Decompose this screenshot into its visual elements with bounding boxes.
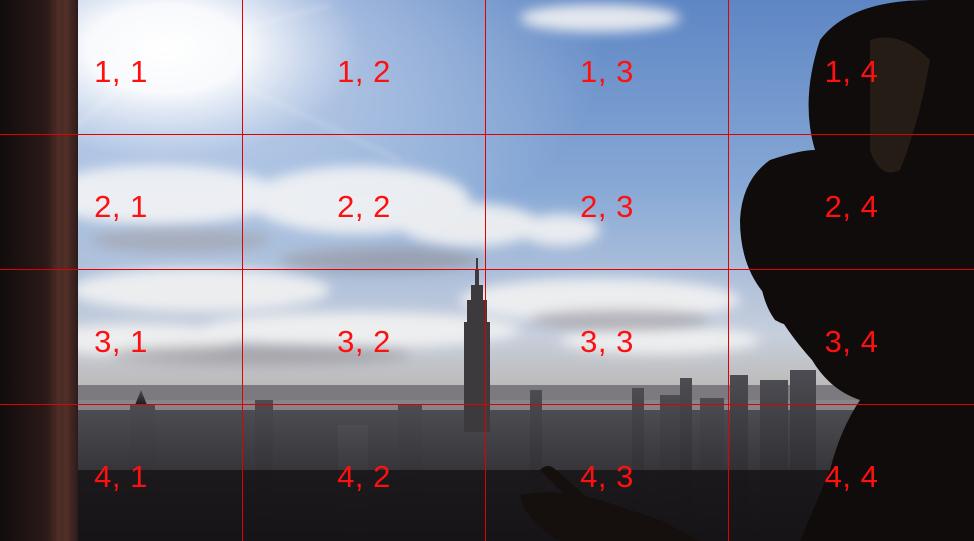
grid-cell-label: 2, 1 [94,189,148,224]
grid-cell-label: 3, 1 [94,324,148,359]
grid-cell-4-3: 4, 3 [486,405,729,541]
grid-cell-3-2: 3, 2 [243,270,486,405]
grid-cell-label: 2, 3 [580,189,634,224]
grid-cell-label: 4, 1 [94,459,148,494]
grid-cell-4-2: 4, 2 [243,405,486,541]
grid-cell-label: 1, 3 [580,54,634,89]
grid-cell-2-1: 2, 1 [0,135,243,270]
grid-cell-1-3: 1, 3 [486,0,729,135]
grid-cell-3-4: 3, 4 [729,270,974,405]
grid-cell-label: 4, 2 [337,459,391,494]
grid-cell-4-1: 4, 1 [0,405,243,541]
grid-cell-3-1: 3, 1 [0,270,243,405]
grid-cell-2-4: 2, 4 [729,135,974,270]
grid-cell-1-4: 1, 4 [729,0,974,135]
grid-cell-label: 2, 4 [824,189,879,224]
grid-cell-label: 4, 3 [580,459,634,494]
grid-cell-label: 3, 3 [580,324,634,359]
grid-cell-4-4: 4, 4 [729,405,974,541]
grid-cell-label: 1, 2 [337,54,391,89]
grid-cell-label: 2, 2 [337,189,391,224]
grid-cell-label: 1, 1 [94,54,148,89]
grid-cell-label: 1, 4 [824,54,879,89]
grid-cell-2-3: 2, 3 [486,135,729,270]
grid-cell-label: 3, 2 [337,324,391,359]
grid-cell-1-2: 1, 2 [243,0,486,135]
grid-cell-2-2: 2, 2 [243,135,486,270]
grid-cell-3-3: 3, 3 [486,270,729,405]
grid-cell-1-1: 1, 1 [0,0,243,135]
grid-cell-label: 3, 4 [824,324,879,359]
grid-cell-label: 4, 4 [824,459,879,494]
